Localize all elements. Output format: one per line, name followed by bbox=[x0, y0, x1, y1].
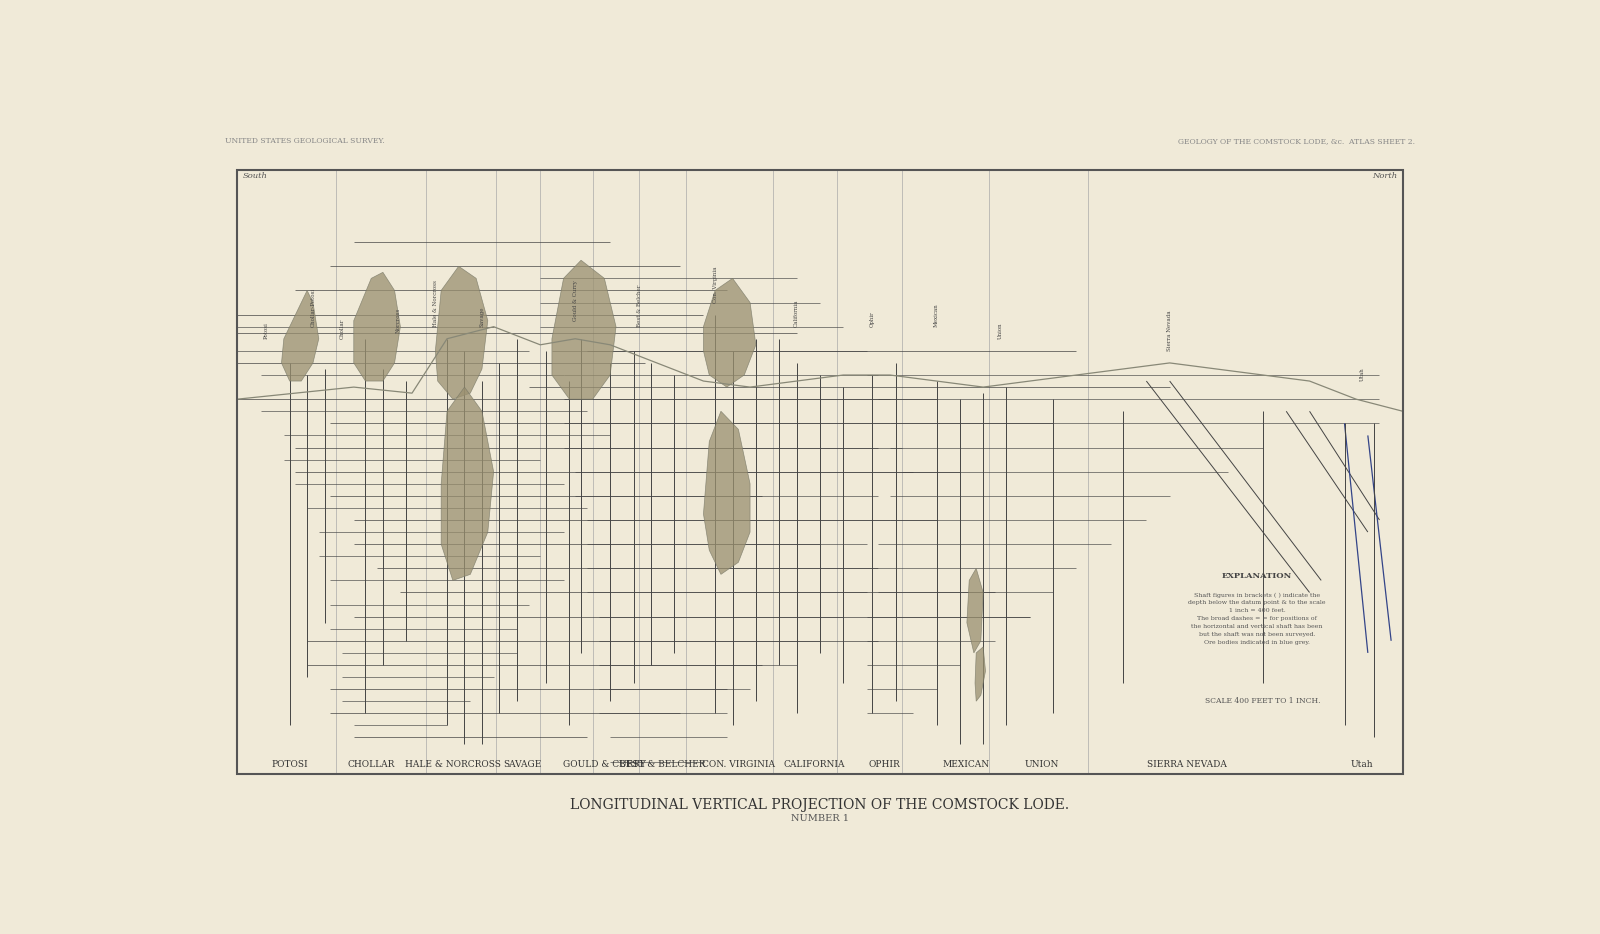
Text: the horizontal and vertical shaft has been: the horizontal and vertical shaft has be… bbox=[1192, 624, 1323, 630]
Text: UNITED STATES GEOLOGICAL SURVEY.: UNITED STATES GEOLOGICAL SURVEY. bbox=[224, 137, 384, 146]
Text: Norcross: Norcross bbox=[395, 307, 400, 333]
Polygon shape bbox=[282, 290, 318, 381]
Text: 1 inch = 400 feet.: 1 inch = 400 feet. bbox=[1229, 608, 1285, 614]
Text: EXPLANATION: EXPLANATION bbox=[1222, 573, 1293, 580]
Polygon shape bbox=[966, 568, 982, 653]
Text: GOULD & CURRY: GOULD & CURRY bbox=[563, 760, 646, 769]
Text: CALIFORNIA: CALIFORNIA bbox=[784, 760, 845, 769]
Bar bbox=[237, 170, 1403, 773]
Text: Utah: Utah bbox=[1360, 367, 1365, 381]
Text: Sierra Nevada: Sierra Nevada bbox=[1166, 310, 1173, 351]
Text: Ore bodies indicated in blue grey.: Ore bodies indicated in blue grey. bbox=[1205, 640, 1310, 645]
Polygon shape bbox=[704, 278, 755, 387]
Polygon shape bbox=[704, 411, 750, 574]
Polygon shape bbox=[435, 266, 488, 399]
Text: depth below the datum point & to the scale: depth below the datum point & to the sca… bbox=[1189, 601, 1326, 605]
Text: Con. Virginia: Con. Virginia bbox=[712, 266, 717, 303]
Text: The broad dashes = = for positions of: The broad dashes = = for positions of bbox=[1197, 616, 1317, 621]
Text: LONGITUDINAL VERTICAL PROJECTION OF THE COMSTOCK LODE.: LONGITUDINAL VERTICAL PROJECTION OF THE … bbox=[571, 798, 1069, 812]
Text: California: California bbox=[794, 299, 798, 327]
Text: Shaft figures in brackets ( ) indicate the: Shaft figures in brackets ( ) indicate t… bbox=[1194, 592, 1320, 598]
Text: Best & Belcher: Best & Belcher bbox=[637, 284, 642, 327]
Text: Hale & Norcross: Hale & Norcross bbox=[434, 280, 438, 327]
Text: POTOSI: POTOSI bbox=[272, 760, 307, 769]
Text: OPHIR: OPHIR bbox=[869, 760, 899, 769]
Text: UNION: UNION bbox=[1024, 760, 1059, 769]
Text: South: South bbox=[243, 173, 267, 180]
Text: Savage: Savage bbox=[480, 306, 485, 327]
Text: GEOLOGY OF THE COMSTOCK LODE, &c.  ATLAS SHEET 2.: GEOLOGY OF THE COMSTOCK LODE, &c. ATLAS … bbox=[1178, 137, 1416, 146]
Text: Chollar-Potosi: Chollar-Potosi bbox=[310, 288, 315, 327]
Text: Ophir: Ophir bbox=[870, 311, 875, 327]
Text: North: North bbox=[1371, 173, 1397, 180]
Polygon shape bbox=[442, 387, 494, 580]
Text: Potosi: Potosi bbox=[264, 322, 269, 339]
Text: Utah: Utah bbox=[1350, 760, 1373, 769]
Text: MEXICAN: MEXICAN bbox=[942, 760, 989, 769]
Polygon shape bbox=[552, 261, 616, 399]
Text: CON. VIRGINIA: CON. VIRGINIA bbox=[702, 760, 774, 769]
Text: but the shaft was not been surveyed.: but the shaft was not been surveyed. bbox=[1198, 632, 1315, 637]
Text: SCALE 400 FEET TO 1 INCH.: SCALE 400 FEET TO 1 INCH. bbox=[1205, 698, 1320, 705]
Text: BEST & BELCHER: BEST & BELCHER bbox=[619, 760, 706, 769]
Text: NUMBER 1: NUMBER 1 bbox=[790, 814, 850, 823]
Text: Union: Union bbox=[998, 322, 1003, 339]
Text: Chollar: Chollar bbox=[339, 318, 344, 339]
Polygon shape bbox=[354, 273, 400, 381]
Text: Gould & Curry: Gould & Curry bbox=[573, 280, 578, 320]
Polygon shape bbox=[974, 647, 986, 701]
Text: SAVAGE: SAVAGE bbox=[504, 760, 542, 769]
Text: HALE & NORCROSS: HALE & NORCROSS bbox=[405, 760, 501, 769]
Text: Mexican: Mexican bbox=[934, 303, 939, 327]
Text: CHOLLAR: CHOLLAR bbox=[347, 760, 395, 769]
Text: SIERRA NEVADA: SIERRA NEVADA bbox=[1147, 760, 1227, 769]
